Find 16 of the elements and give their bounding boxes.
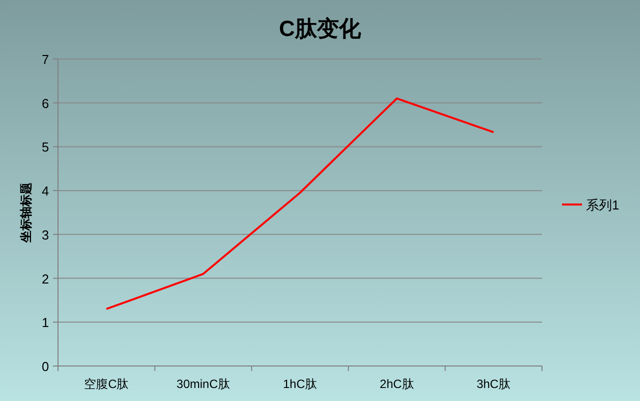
x-tick-label: 30minC肽	[176, 377, 230, 391]
y-tick-label: 3	[42, 227, 49, 242]
y-tick-label: 6	[42, 96, 49, 111]
y-tick-label: 1	[42, 315, 49, 330]
y-axis-title: 坐标轴标题	[19, 182, 33, 244]
x-tick-label: 1hC肽	[282, 377, 318, 391]
y-tick-label: 2	[42, 271, 49, 286]
y-tick-label: 5	[42, 140, 49, 155]
chart-title: C肽变化	[279, 16, 362, 41]
y-tick-label: 7	[42, 52, 49, 67]
y-tick-label: 4	[42, 184, 49, 199]
legend-label: 系列1	[586, 198, 620, 212]
x-tick-label: 2hC肽	[380, 377, 414, 391]
y-tick-label: 0	[42, 359, 49, 374]
x-tick-label: 3hC肽	[476, 377, 511, 391]
x-tick-label: 空腹C肽	[84, 377, 129, 391]
